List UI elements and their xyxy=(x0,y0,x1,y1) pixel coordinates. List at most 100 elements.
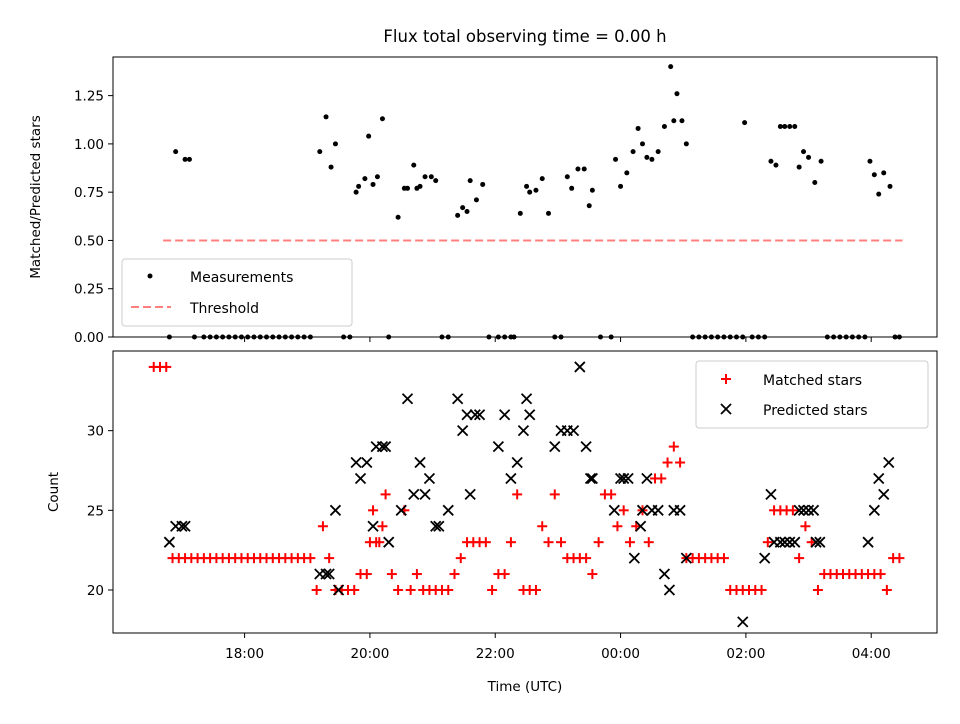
matched-star-point xyxy=(593,537,604,548)
predicted-star-point xyxy=(628,552,640,564)
bottom-y-tick-label: 20 xyxy=(87,583,104,599)
predicted-star-point-b xyxy=(574,361,586,373)
predicted-star-point xyxy=(452,393,464,405)
predicted-star-point xyxy=(873,472,885,485)
predicted-star-point xyxy=(464,488,476,501)
predicted-star-point xyxy=(511,456,523,469)
matched-star-point xyxy=(800,521,811,532)
predicted-star-point xyxy=(379,440,392,453)
predicted-star-point-b xyxy=(878,488,890,501)
matched-star-point xyxy=(656,473,667,484)
top-y-tick-label: 1.00 xyxy=(74,137,104,153)
measurement-point xyxy=(379,116,385,122)
measurement-point xyxy=(353,189,359,195)
measurement-point xyxy=(433,178,439,184)
measurement-point xyxy=(777,124,783,130)
measurement-point xyxy=(792,124,798,130)
matched-star-point xyxy=(875,569,886,580)
matched-star-point xyxy=(443,584,454,595)
matched-star-point xyxy=(762,537,773,548)
measurement-point xyxy=(679,118,685,124)
predicted-star-point-b xyxy=(784,536,796,548)
predicted-star-point-b xyxy=(580,440,592,453)
measurement-point xyxy=(480,181,486,187)
predicted-star-point xyxy=(759,552,771,564)
bottom-y-tick-label: 30 xyxy=(87,424,104,440)
predicted-star-point xyxy=(332,584,345,596)
measurement-point xyxy=(806,154,812,160)
predicted-star-point xyxy=(179,520,191,532)
predicted-star-point-b xyxy=(636,504,649,516)
measurement-point xyxy=(613,156,619,162)
predicted-star-point xyxy=(176,520,188,532)
measurement-point xyxy=(173,149,179,155)
measurement-point xyxy=(618,183,624,189)
predicted-star-point-b xyxy=(567,425,580,437)
predicted-star-point xyxy=(524,409,536,421)
top-axes-frame xyxy=(112,56,938,338)
predicted-star-point xyxy=(883,456,895,469)
measurement-point xyxy=(624,170,630,176)
measurement-point xyxy=(467,178,473,184)
predicted-star-point xyxy=(457,425,469,437)
matched-star-point xyxy=(374,537,385,548)
predicted-star-point-b xyxy=(810,536,822,548)
predicted-star-point xyxy=(492,440,505,453)
predicted-star-point xyxy=(367,520,379,532)
legend-measurements-label: Measurements xyxy=(190,270,293,286)
predicted-star-point xyxy=(320,568,332,580)
predicted-star-point-b xyxy=(361,456,373,469)
predicted-star-point xyxy=(419,488,431,501)
predicted-star-point-b xyxy=(765,488,777,501)
predicted-star-point-b xyxy=(379,440,392,453)
matched-star-point xyxy=(812,584,823,595)
matched-star-point xyxy=(405,584,416,595)
measurement-point xyxy=(661,124,667,130)
matched-star-point xyxy=(549,489,560,500)
measurement-point xyxy=(671,118,677,124)
legend-measurements-marker xyxy=(147,273,153,279)
predicted-star-point-b xyxy=(774,536,786,548)
measurement-point xyxy=(742,120,748,126)
measurement-point xyxy=(539,176,545,182)
predicted-star-point-b xyxy=(461,409,473,421)
measurement-point xyxy=(876,191,882,197)
measurement-point xyxy=(374,174,380,180)
x-tick-label: 20:00 xyxy=(350,646,389,662)
measurement-point xyxy=(332,141,338,147)
measurement-point xyxy=(517,210,523,216)
predicted-star-point-b xyxy=(793,504,805,516)
measurement-point xyxy=(428,174,434,180)
predicted-star-point-b xyxy=(473,409,486,421)
predicted-star-point xyxy=(323,568,335,580)
legend-matched-marker xyxy=(721,374,731,384)
measurement-point xyxy=(787,124,793,130)
measurement-point xyxy=(782,124,788,130)
predicted-star-point xyxy=(634,520,647,532)
predicted-star-point-b xyxy=(517,425,530,437)
top-y-tick-label: 0.50 xyxy=(74,233,104,249)
measurement-point xyxy=(630,149,636,155)
x-tick-label: 02:00 xyxy=(726,646,765,662)
predicted-star-point xyxy=(584,472,597,485)
matched-star-point xyxy=(317,521,328,532)
matched-star-point xyxy=(487,584,498,595)
predicted-star-point-b xyxy=(367,520,379,532)
predicted-star-point-b xyxy=(807,504,820,516)
predicted-star-point xyxy=(765,488,777,501)
predicted-star-point xyxy=(784,536,796,548)
predicted-star-point xyxy=(383,536,395,548)
legend-threshold-label: Threshold xyxy=(189,301,259,317)
predicted-star-point xyxy=(674,504,686,516)
predicted-star-point-b xyxy=(873,472,885,485)
matched-star-point xyxy=(662,457,673,468)
predicted-star-point-b xyxy=(452,393,464,405)
matched-star-point xyxy=(894,553,905,564)
matched-star-point xyxy=(361,569,372,580)
predicted-star-point-b xyxy=(549,440,561,453)
predicted-star-point-b xyxy=(511,456,523,469)
predicted-star-point xyxy=(814,536,826,548)
measurement-point xyxy=(366,133,372,139)
legend-predicted-marker xyxy=(720,403,732,415)
measurement-point xyxy=(586,203,592,209)
